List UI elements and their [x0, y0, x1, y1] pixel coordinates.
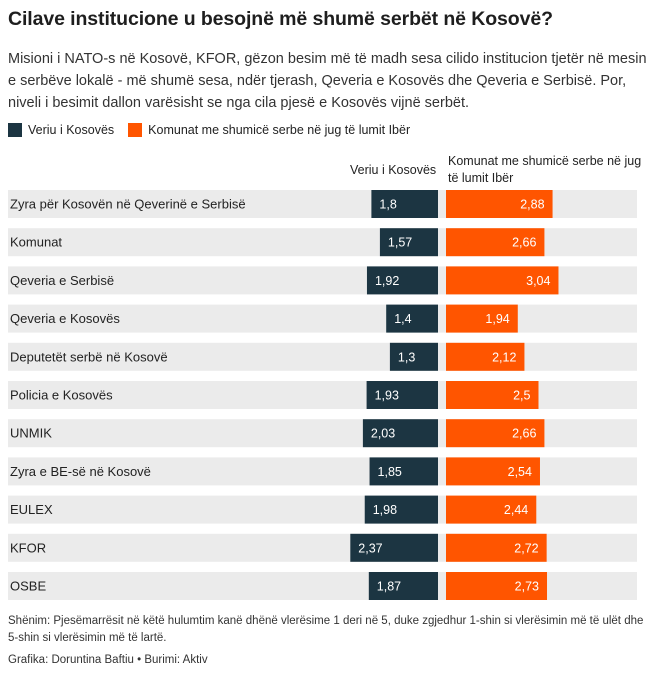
bar-south — [446, 381, 539, 409]
bar-label-south: 2,73 — [515, 580, 539, 594]
legend-item-north: Veriu i Kosovës — [8, 123, 114, 137]
bar-south — [446, 228, 545, 257]
bar-north — [366, 381, 438, 409]
chart-note: Shënim: Pjesëmarrësit në këtë hulumtim k… — [8, 615, 644, 644]
bar-south — [446, 419, 545, 448]
category-label: EULEX — [10, 502, 53, 517]
bar-label-north: 1,8 — [379, 198, 396, 212]
legend: Veriu i Kosovës Komunat me shumicë serbe… — [8, 122, 424, 138]
bar-label-south: 2,5 — [513, 389, 530, 403]
category-label: Policia e Kosovës — [10, 388, 113, 403]
bar-label-north: 1,57 — [388, 236, 412, 250]
row-track — [8, 342, 637, 371]
bar-south — [446, 495, 537, 524]
bar-label-north: 1,85 — [378, 465, 402, 479]
category-label: Qeveria e Kosovës — [10, 311, 120, 326]
bar-label-north: 1,3 — [398, 350, 415, 364]
bar-north — [389, 342, 438, 371]
column-header-south: Komunat me shumicë serbe në jug të lumit… — [448, 154, 642, 185]
bar-north — [379, 228, 438, 257]
category-label: Qeveria e Serbisë — [10, 273, 114, 288]
column-header-north: Veriu i Kosovës — [350, 163, 437, 177]
row-track — [8, 304, 637, 333]
bar-north — [386, 304, 438, 333]
legend-label-south: Komunat me shumicë serbe në jug të lumit… — [148, 123, 411, 137]
bar-south — [446, 190, 553, 218]
bar-south — [446, 572, 548, 600]
bar-south — [446, 266, 559, 295]
bar-label-south: 2,66 — [512, 427, 536, 441]
bar-south — [446, 304, 518, 333]
bar-north — [364, 495, 438, 524]
bar-label-north: 1,92 — [375, 274, 399, 288]
category-label: UNMIK — [10, 426, 52, 441]
category-label: Komunat — [10, 235, 62, 250]
bar-label-north: 1,98 — [373, 503, 397, 517]
chart-title: Cilave institucione u besojnë më shumë s… — [8, 8, 553, 30]
category-label: KFOR — [10, 540, 46, 555]
bar-label-north: 2,03 — [371, 427, 395, 441]
chart-credit: Grafika: Doruntina Baftiu • Burimi: Akti… — [8, 654, 208, 666]
bar-label-north: 1,87 — [377, 580, 401, 594]
category-label: Deputetët serbë në Kosovë — [10, 349, 168, 364]
bar-label-north: 1,4 — [394, 312, 411, 326]
bar-south — [446, 533, 547, 562]
bar-label-south: 2,12 — [492, 350, 516, 364]
bar-label-north: 2,37 — [358, 541, 382, 555]
category-label: OSBE — [10, 579, 46, 594]
bar-north — [362, 419, 438, 448]
category-label: Zyra për Kosovën në Qeverinë e Serbisë — [10, 197, 246, 212]
legend-label-north: Veriu i Kosovës — [28, 123, 115, 137]
legend-swatch-south — [128, 123, 143, 137]
row-track — [8, 495, 637, 524]
bar-south — [446, 457, 540, 486]
bar-north — [368, 572, 438, 600]
bar-north — [366, 266, 438, 295]
bar-label-south: 3,04 — [526, 274, 550, 288]
bar-label-north: 1,93 — [375, 389, 399, 403]
legend-swatch-north — [8, 123, 22, 137]
bar-label-south: 2,54 — [508, 465, 532, 479]
bar-label-south: 2,88 — [520, 198, 544, 212]
chart-subtitle: Misioni i NATO-s në Kosovë, KFOR, gëzon … — [8, 51, 647, 111]
bar-south — [446, 342, 525, 371]
bar-label-south: 2,66 — [512, 236, 536, 250]
bar-label-south: 2,44 — [504, 503, 528, 517]
category-label: Zyra e BE-së në Kosovë — [10, 464, 151, 479]
bar-north — [350, 533, 438, 562]
bar-north — [369, 457, 438, 486]
bar-chart: Zyra për Kosovën në Qeverinë e Serbisë 1,… — [8, 190, 637, 600]
legend-item-south: Komunat me shumicë serbe në jug të lumit… — [128, 123, 410, 137]
bar-label-south: 1,94 — [485, 312, 509, 326]
bar-label-south: 2,72 — [514, 541, 538, 555]
bar-north — [371, 190, 438, 218]
